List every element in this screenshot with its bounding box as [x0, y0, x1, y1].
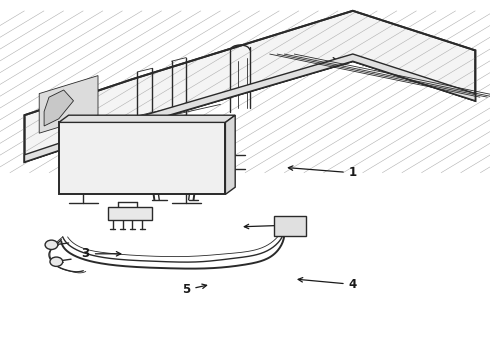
Circle shape [50, 257, 63, 266]
FancyBboxPatch shape [108, 207, 152, 220]
FancyBboxPatch shape [274, 216, 306, 236]
Text: 4: 4 [298, 278, 357, 291]
Polygon shape [24, 54, 475, 162]
Polygon shape [24, 11, 475, 162]
Text: 5: 5 [182, 283, 207, 296]
Polygon shape [44, 90, 74, 126]
Polygon shape [39, 76, 98, 133]
Text: 3: 3 [82, 247, 121, 260]
Polygon shape [59, 115, 235, 122]
Text: 2: 2 [245, 219, 298, 231]
Circle shape [45, 240, 58, 249]
Polygon shape [225, 115, 235, 194]
FancyBboxPatch shape [59, 122, 225, 194]
Text: 1: 1 [288, 166, 357, 179]
